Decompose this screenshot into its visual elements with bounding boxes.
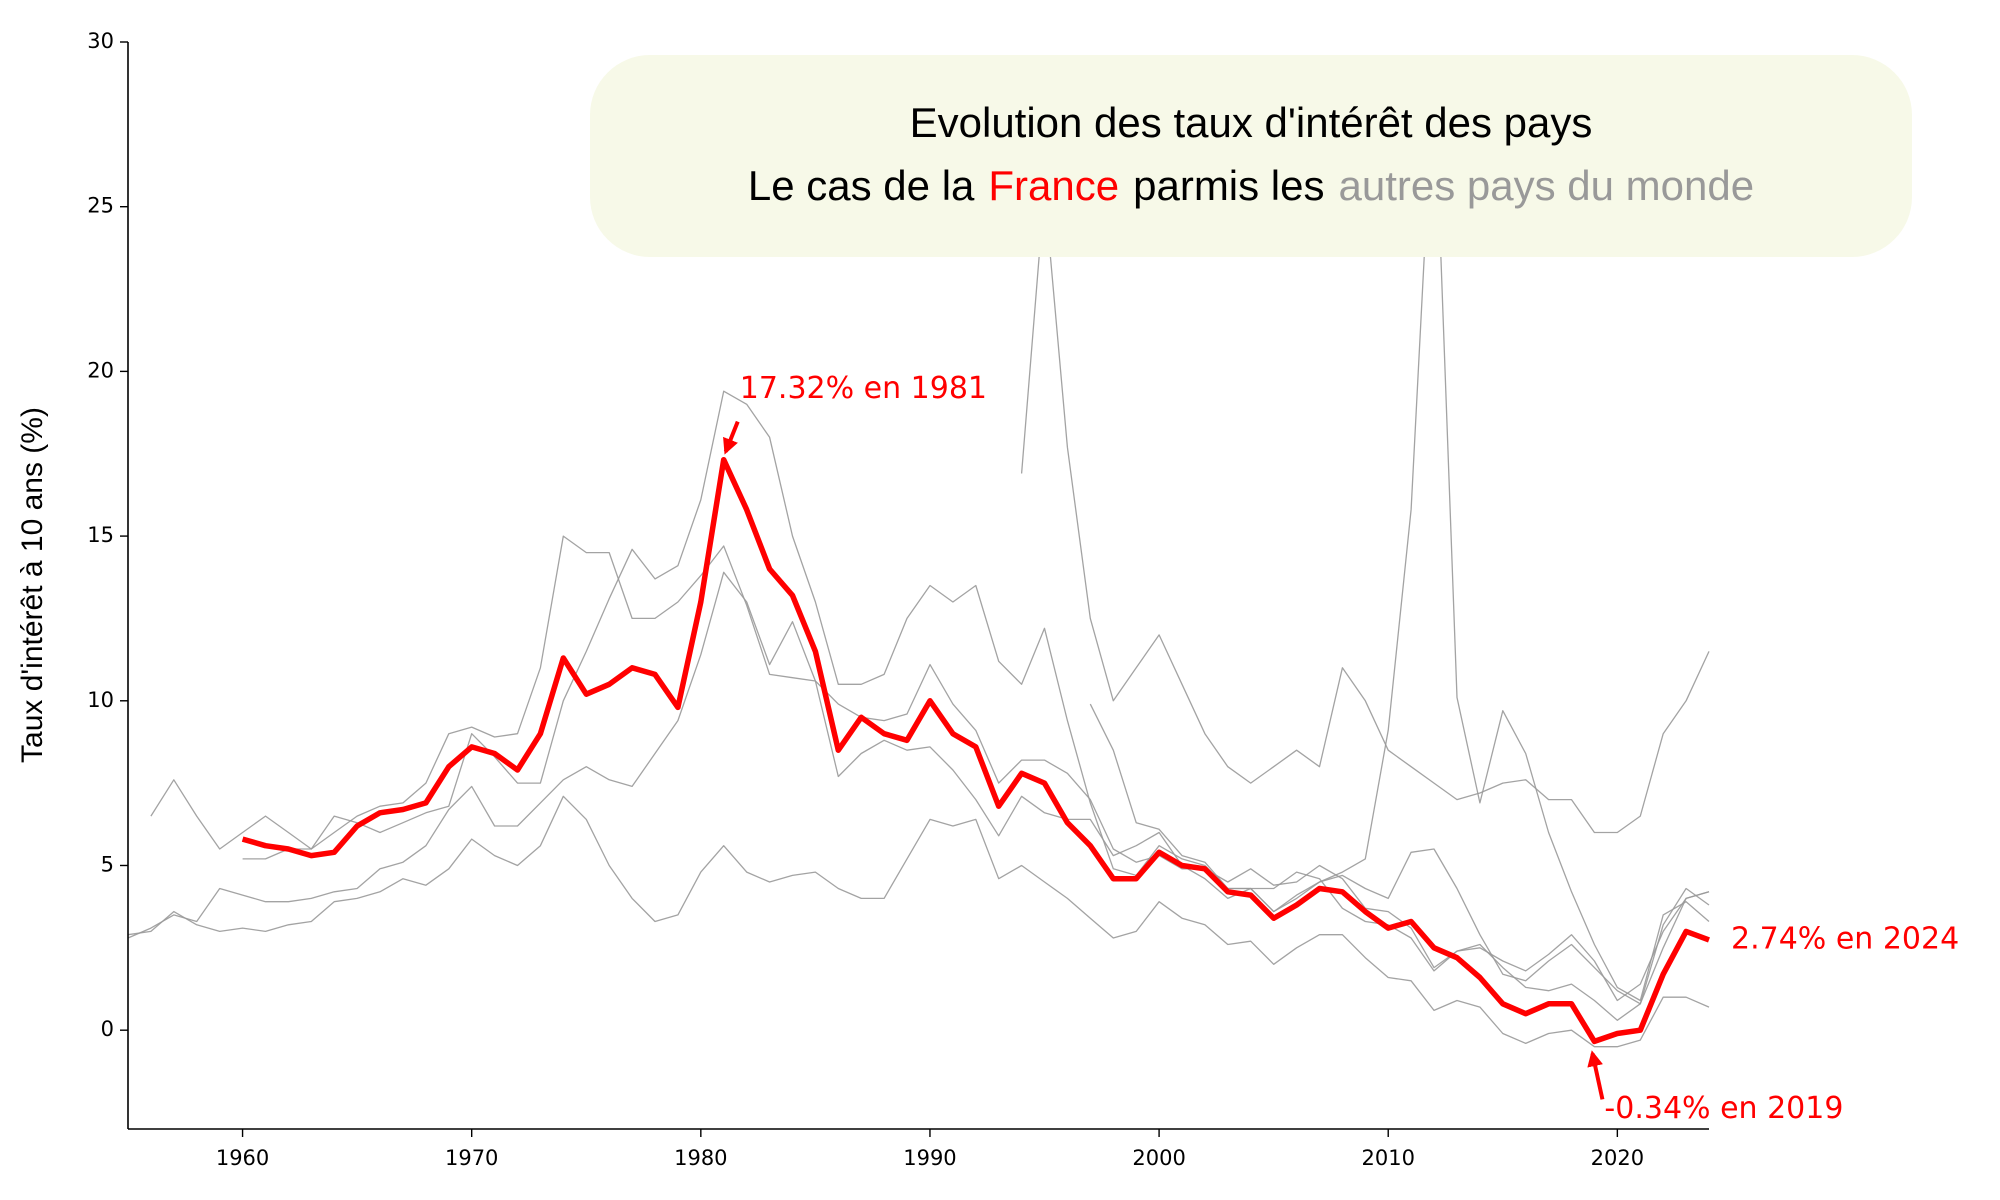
country-line <box>1020 189 1710 834</box>
y-tick-label: 10 <box>87 688 114 712</box>
country-line <box>127 571 1710 1002</box>
y-tick-label: 0 <box>101 1017 114 1041</box>
subtitle-part: Le cas de la <box>748 162 975 209</box>
axes: 0 5 10 15 20 25 30 1960 1970 1980 1990 2000 2010 2020 <box>87 29 1709 1170</box>
subtitle-part: France <box>988 162 1119 209</box>
x-tick-label: 1980 <box>674 1146 727 1170</box>
x-tick-label: 1990 <box>903 1146 956 1170</box>
x-tick-label: 2020 <box>1591 1146 1644 1170</box>
country-line <box>150 535 1710 1021</box>
y-tick-label: 30 <box>87 29 114 53</box>
y-tick-label: 15 <box>87 523 114 547</box>
subtitle-part: autres pays du monde <box>1339 162 1755 209</box>
x-tick-label: 1960 <box>216 1146 269 1170</box>
annotation: 17.32% en 1981 <box>740 371 987 406</box>
title-box <box>590 55 1912 257</box>
x-tick-label: 2000 <box>1132 1146 1185 1170</box>
y-tick-label: 5 <box>101 852 114 876</box>
annotation: 2.74% en 2024 <box>1731 921 1959 956</box>
annotation: -0.34% en 2019 <box>1604 1091 1843 1126</box>
subtitle-part: parmis les <box>1133 162 1324 209</box>
annotation-arrow <box>1587 1050 1605 1100</box>
highlight-line <box>241 456 1710 1045</box>
annotation-arrow <box>723 420 740 455</box>
lines <box>127 67 1710 1048</box>
x-tick-label: 1970 <box>445 1146 498 1170</box>
country-line <box>242 390 1710 1005</box>
country-line <box>127 795 1710 1048</box>
y-tick-label: 25 <box>87 194 114 218</box>
country-line <box>1089 67 1710 1002</box>
y-tick-label: 20 <box>87 358 114 382</box>
chart-subtitle: Le cas de la France parmis les autres pays … <box>748 162 1754 209</box>
x-tick-label: 2010 <box>1361 1146 1414 1170</box>
y-axis-label: Taux d'intérêt à 10 ans (%) <box>16 407 49 763</box>
chart-title: Evolution des taux d'intérêt des pays <box>910 99 1593 146</box>
